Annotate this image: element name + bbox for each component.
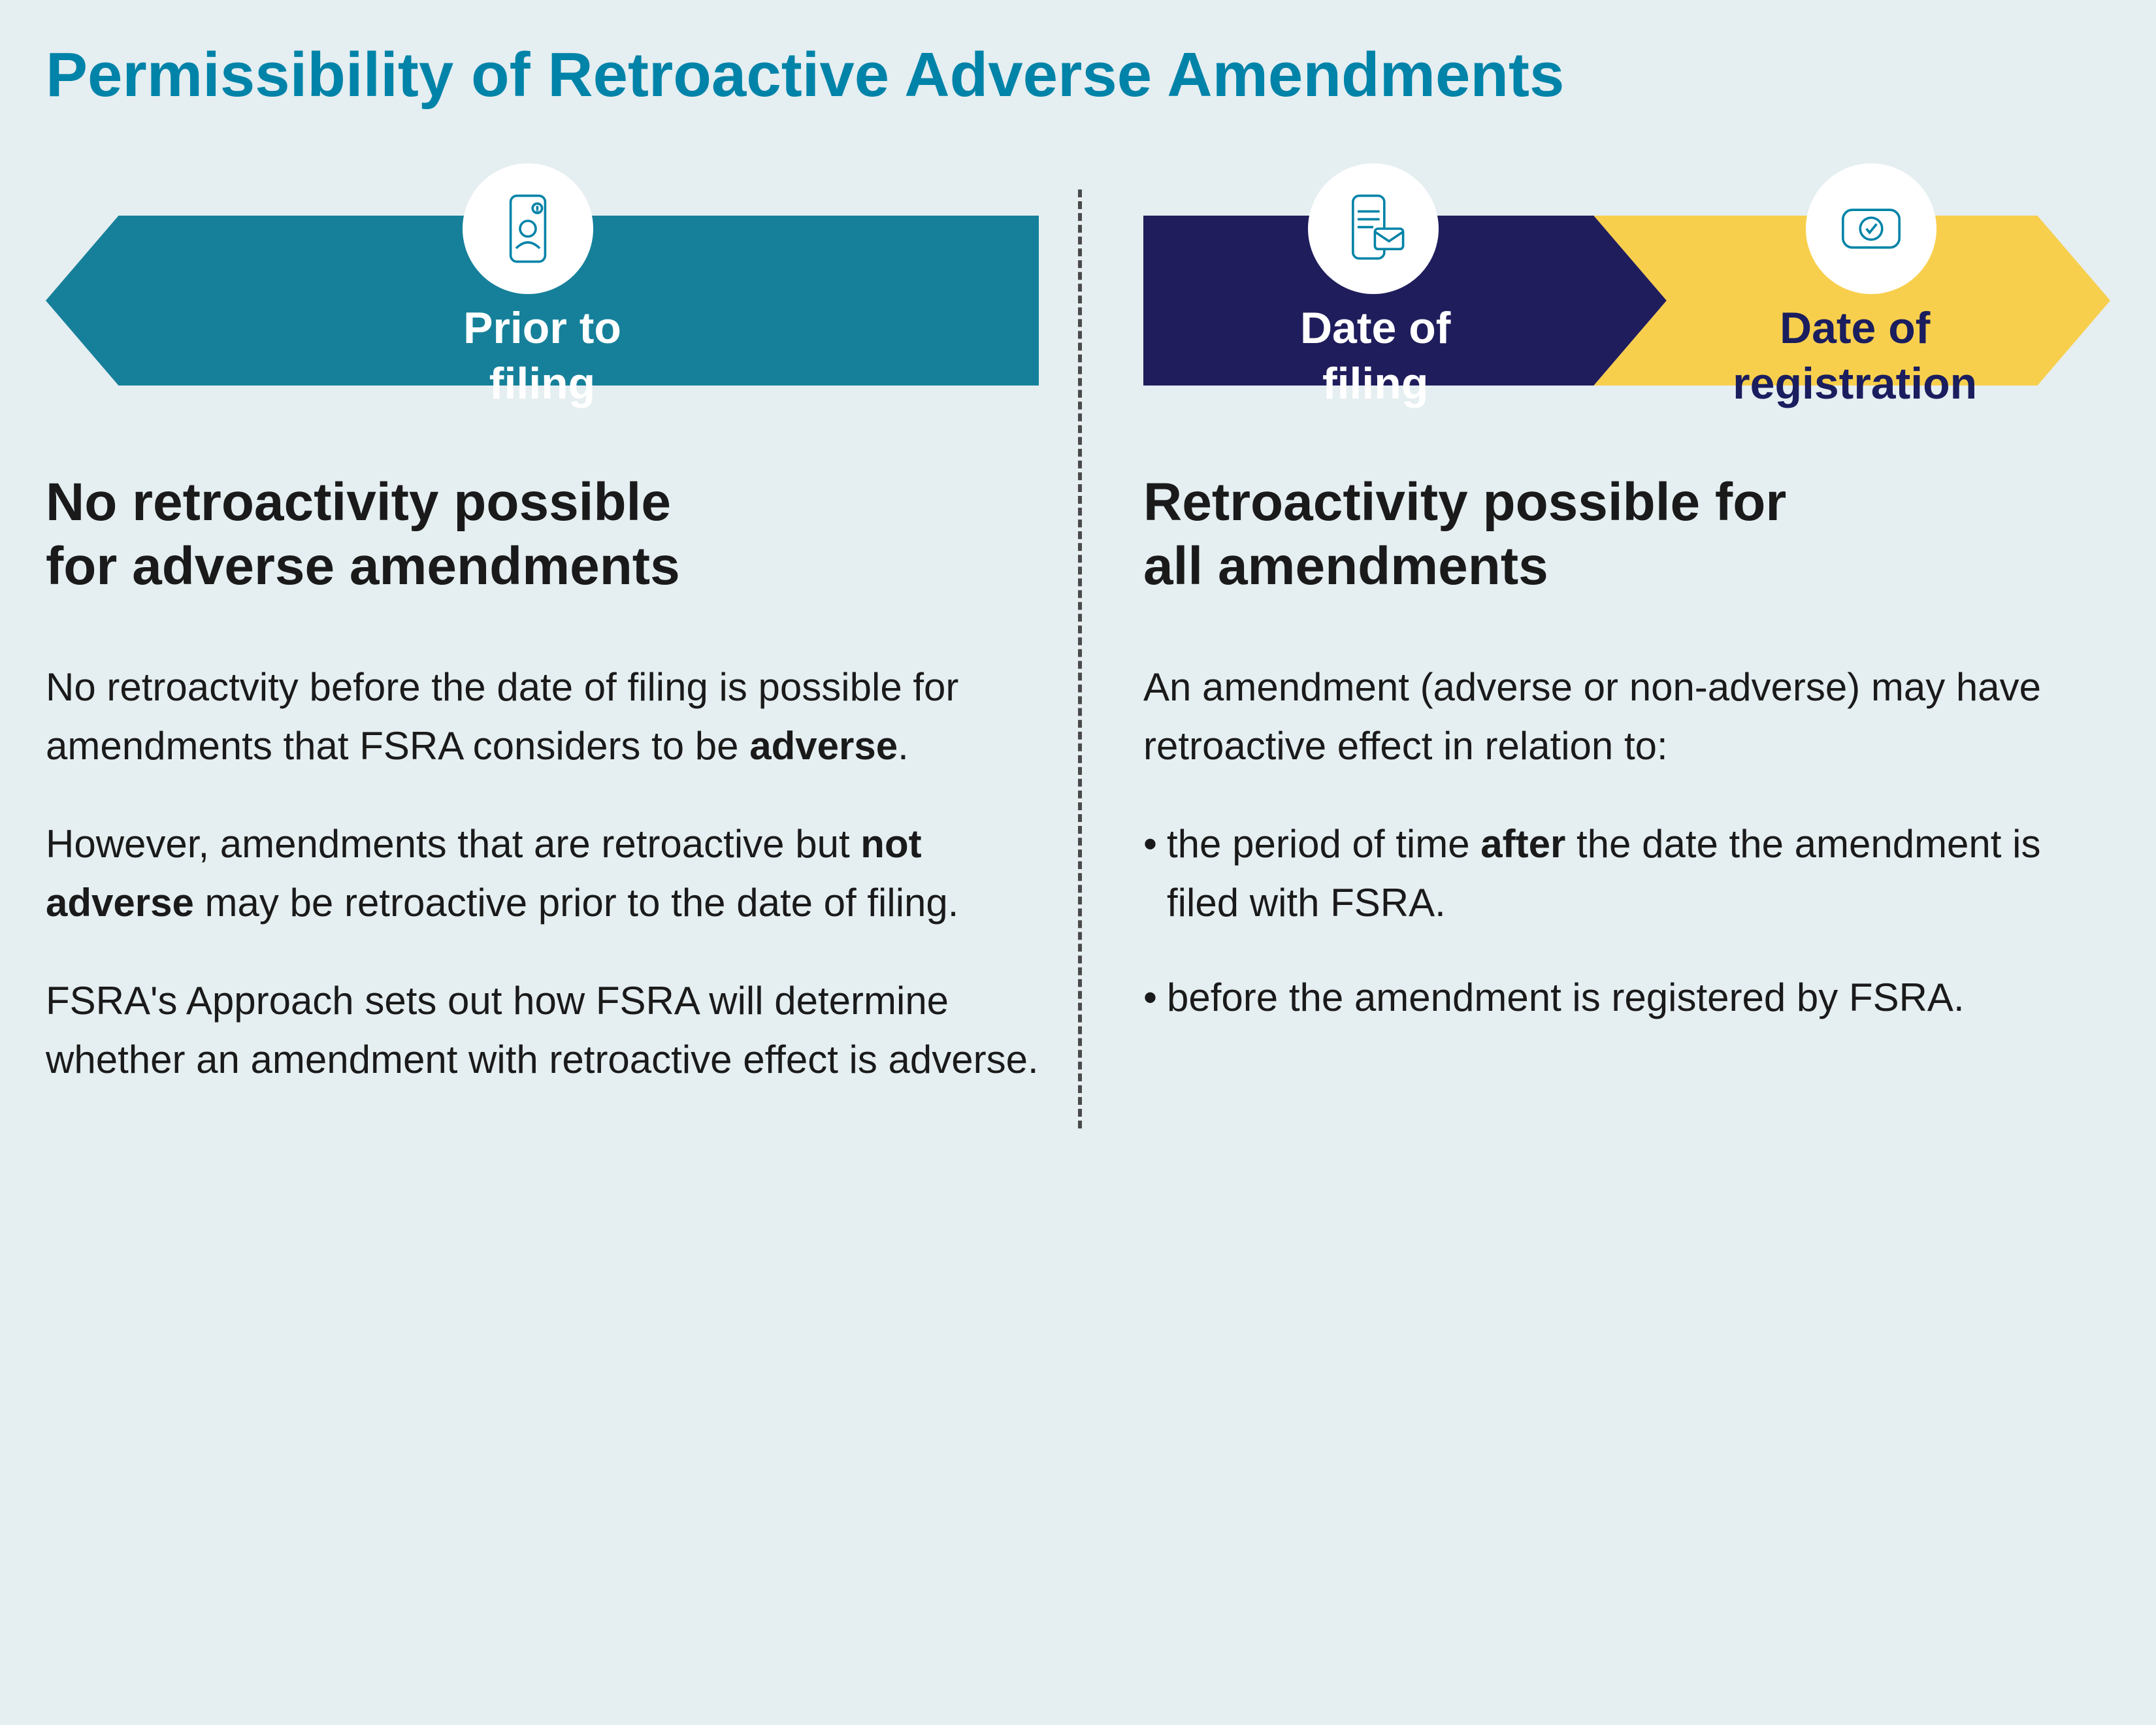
left-body: No retroactvity before the date of filin… — [46, 658, 1039, 1089]
right-column: Date of filing Date of registration Retr… — [1078, 163, 2110, 1128]
device-check-icon — [1806, 163, 1936, 294]
left-arrow-block: Prior to filing — [46, 163, 1039, 405]
left-para-2: However, amendments that are retroactive… — [46, 815, 1039, 932]
left-column: Prior to filing No retroactivity possibl… — [46, 163, 1078, 1128]
right-body: An amendment (adverse or non-adverse) ma… — [1143, 658, 2110, 1027]
right-bullet-2: • before the amendment is registered by … — [1143, 968, 2110, 1027]
two-column-container: Prior to filing No retroactivity possibl… — [46, 163, 2110, 1128]
page-title: Permissibility of Retroactive Adverse Am… — [46, 39, 2110, 111]
right-bullet-1: • the period of time after the date the … — [1143, 815, 2110, 932]
right-arrow-block: Date of filing Date of registration — [1143, 163, 2110, 405]
prior-to-filing-label: Prior to filing — [46, 301, 1039, 412]
left-heading: No retroactivity possible for adverse am… — [46, 470, 1039, 599]
left-para-3: FSRA's Approach sets out how FSRA will d… — [46, 972, 1039, 1089]
right-para-1: An amendment (adverse or non-adverse) ma… — [1143, 658, 2110, 776]
right-heading: Retroactivity possible for all amendment… — [1143, 470, 2110, 599]
phone-person-icon — [463, 163, 593, 294]
date-of-filing-label: Date of filing — [1143, 301, 1607, 412]
left-para-1: No retroactvity before the date of filin… — [46, 658, 1039, 776]
phone-mail-icon — [1308, 163, 1439, 294]
vertical-divider — [1078, 189, 1082, 1128]
date-of-registration-label: Date of registration — [1652, 301, 2058, 412]
